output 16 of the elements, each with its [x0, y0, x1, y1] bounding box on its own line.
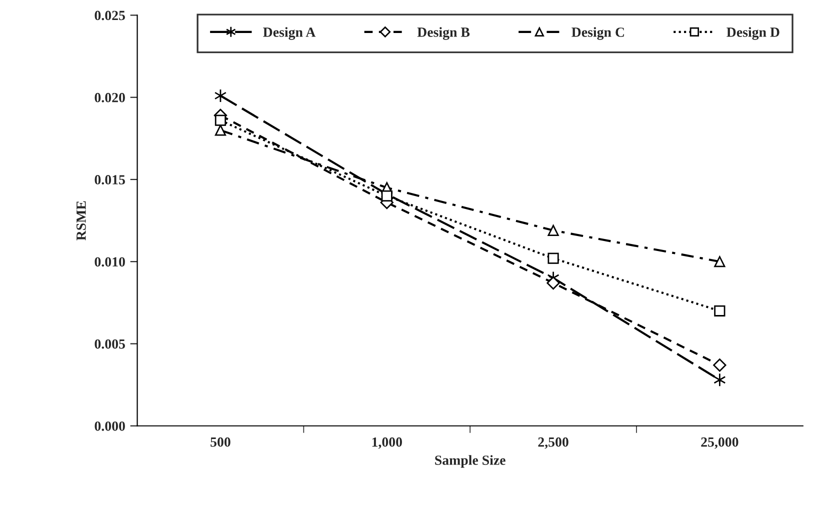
y-tick-label: 0.025	[94, 10, 125, 20]
y-axis-title: RSME	[76, 201, 86, 240]
x-tick-label: 500	[210, 437, 230, 447]
y-tick-label: 0.015	[94, 175, 125, 184]
legend-label: Design D	[726, 27, 780, 40]
legend-label: Design C	[572, 27, 624, 40]
x-tick-label: 1,000	[372, 437, 402, 449]
legend-label: Design B	[417, 27, 470, 40]
y-tick-label: 0.010	[94, 257, 125, 267]
y-tick-label: 0.020	[94, 92, 125, 102]
legend-label: Design A	[263, 27, 316, 40]
x-axis-title: Sample Size	[435, 455, 506, 468]
y-tick-label: 0.000	[94, 421, 125, 431]
x-tick-label: 25,000	[701, 437, 738, 449]
x-tick-label: 2,500	[538, 437, 568, 449]
y-tick-label: 0.005	[94, 339, 125, 349]
